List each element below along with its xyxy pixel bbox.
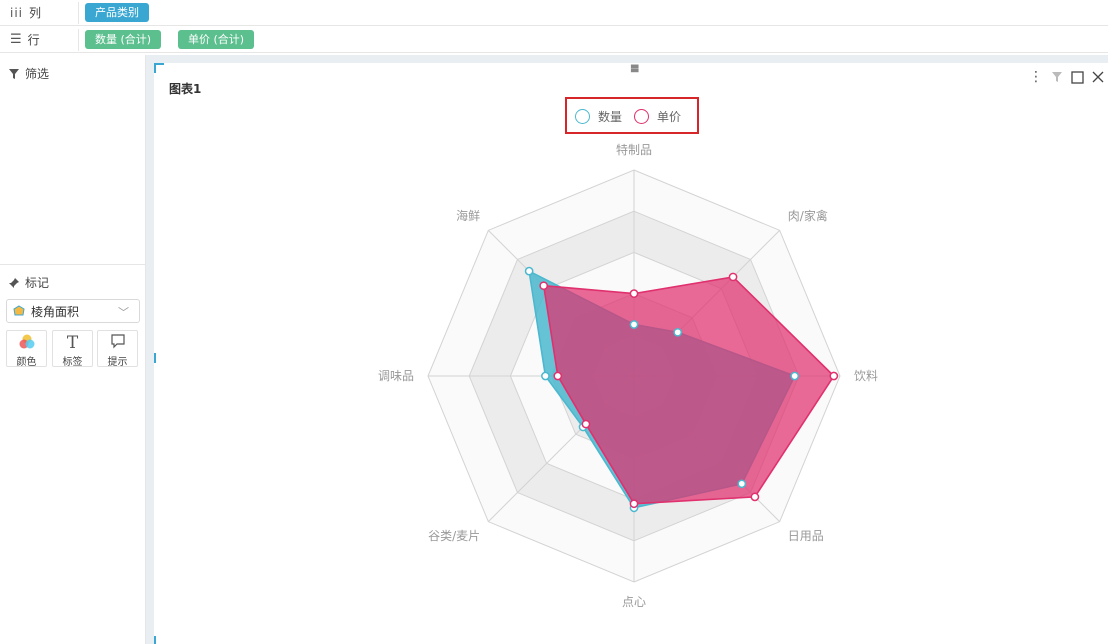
category-label: 谷类/麦片 — [428, 529, 480, 543]
shelf-divider — [78, 29, 79, 51]
category-label: 日用品 — [788, 529, 824, 543]
data-point[interactable] — [553, 371, 563, 381]
filter-icon — [9, 68, 19, 79]
pin-icon — [9, 277, 19, 288]
columns-pill-product-category[interactable]: 产品类别 — [85, 3, 149, 22]
category-label: 饮料 — [854, 369, 878, 383]
data-point[interactable] — [581, 419, 591, 429]
category-label: 点心 — [622, 595, 646, 609]
color-button[interactable]: 颜色 — [6, 330, 47, 368]
rows-pill-quantity[interactable]: 数量 (合计) — [85, 30, 162, 49]
card-resize-marker[interactable] — [154, 353, 156, 363]
card-corner-marker — [154, 63, 156, 73]
data-point[interactable] — [673, 327, 683, 337]
data-point[interactable] — [629, 499, 639, 509]
tooltip-button[interactable]: 提示 — [97, 330, 138, 368]
category-label: 调味品 — [378, 369, 414, 383]
marks-section-title: 标记 — [8, 274, 49, 291]
data-point[interactable] — [539, 281, 549, 291]
chart-card[interactable]: ▬ ▬ 图表1 ⋮ 数量 单价 特制品肉/家禽饮料日用品点心 谷类/麦片 调味品 海鲜 — [154, 61, 1108, 644]
card-corner-marker — [154, 636, 156, 644]
section-divider — [0, 264, 146, 265]
top-divider — [146, 55, 1108, 63]
drag-handle-icon[interactable]: ▬ ▬ — [630, 61, 640, 76]
category-label: 肉/家禽 — [788, 208, 828, 223]
polygon-area-icon — [13, 305, 25, 316]
filter-section-title: 筛选 — [8, 65, 49, 82]
data-point[interactable] — [541, 371, 550, 381]
filter-icon[interactable] — [1051, 71, 1063, 83]
text-icon: T — [66, 333, 79, 353]
panel-divider[interactable] — [146, 55, 154, 644]
tooltip-icon — [98, 333, 137, 353]
legend-circle-icon — [634, 109, 649, 124]
columns-shelf-label: iii 列 — [10, 5, 42, 21]
label-button[interactable]: T 标签 — [52, 330, 93, 368]
category-label: 海鲜 — [456, 208, 480, 223]
rows-icon: ☰ — [10, 32, 22, 47]
data-point[interactable] — [737, 479, 747, 489]
data-point[interactable] — [524, 266, 534, 276]
legend-circle-icon — [575, 109, 590, 124]
data-point[interactable] — [829, 371, 839, 381]
maximize-icon[interactable] — [1071, 70, 1084, 84]
rows-pill-unit-price[interactable]: 单价 (合计) — [178, 30, 255, 49]
rows-shelf: ☰ 行 数量 (合计) 单价 (合计) — [0, 27, 1108, 53]
data-point[interactable] — [750, 492, 760, 502]
more-icon[interactable]: ⋮ — [1029, 69, 1043, 85]
mark-type-select[interactable]: 棱角面积 ﹀ — [6, 299, 140, 323]
chart-legend: 数量 单价 — [565, 97, 699, 134]
data-point[interactable] — [629, 289, 639, 298]
chevron-down-icon: ﹀ — [118, 306, 129, 319]
shelf-divider — [78, 2, 79, 24]
card-toolbar: ⋮ — [1029, 69, 1104, 85]
category-label: 特制品 — [616, 142, 652, 157]
columns-icon: iii — [10, 5, 24, 20]
columns-shelf: iii 列 产品类别 — [0, 0, 1108, 26]
rows-shelf-label: ☰ 行 — [10, 32, 40, 47]
card-corner-marker — [154, 63, 164, 65]
data-point[interactable] — [629, 320, 639, 329]
data-point[interactable] — [728, 272, 738, 282]
data-point[interactable] — [790, 371, 800, 381]
color-icon — [7, 333, 46, 353]
close-icon[interactable] — [1092, 71, 1104, 83]
chart-title: 图表1 — [169, 82, 202, 96]
legend-item-series-2[interactable]: 单价 — [634, 108, 681, 125]
legend-item-series-1[interactable]: 数量 — [575, 108, 622, 125]
